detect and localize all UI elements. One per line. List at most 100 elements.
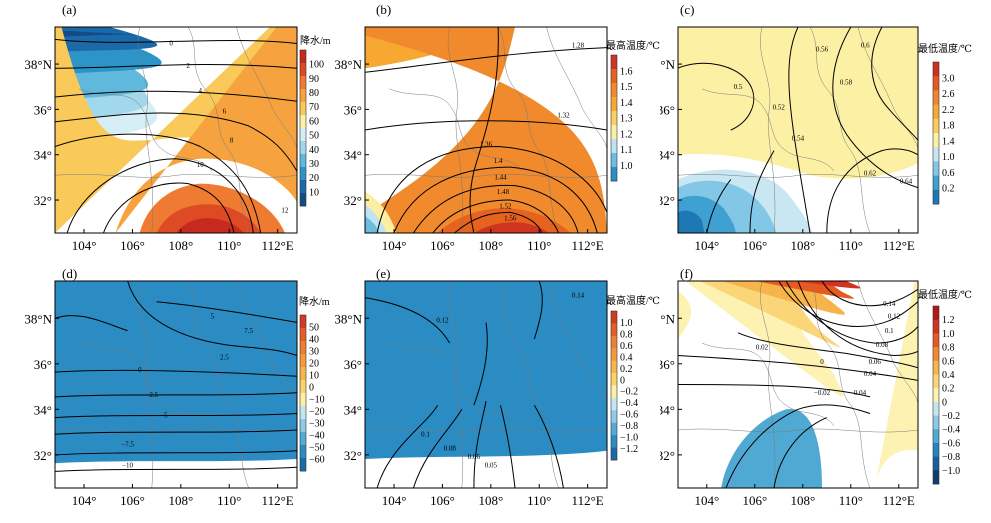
contour-label: 0.1 — [885, 327, 894, 335]
map-e: 0.14 0.12 0.1 0.08 0.06 0.05 104° 106° 108° 110° 1… — [334, 280, 660, 508]
colorbar-swatch — [611, 111, 617, 126]
colorbar-title: 最高温度/℃ — [606, 39, 660, 52]
plot-frame — [677, 280, 919, 489]
panel-label: (a) — [62, 2, 77, 17]
colorbar-tick-label: 80 — [309, 88, 319, 99]
colorbar-tick-label: 10 — [309, 187, 319, 198]
province-border — [389, 88, 523, 172]
contour-label: 2 — [186, 62, 190, 70]
contour-line — [785, 281, 918, 344]
contour-label: 0.06 — [869, 358, 882, 366]
colorbar-tick-label: 20 — [309, 359, 319, 370]
y-tick-label: 38°N — [660, 311, 676, 326]
contour-line — [55, 133, 262, 233]
x-tick-label: 112°E — [572, 493, 604, 508]
colorbar-swatch — [933, 319, 939, 334]
contour-line — [871, 27, 918, 141]
x-tick-label: 112°E — [883, 493, 915, 508]
contour-label: 0.58 — [840, 79, 853, 87]
colorbar-swatch — [300, 406, 306, 420]
contour-line — [55, 315, 128, 332]
x-tick-label: 112°E — [262, 238, 294, 253]
province-border — [79, 88, 213, 172]
field-layer: 0.5 0.52 0.54 0.56 0.58 0.6 0.62 0.64 — [678, 27, 918, 233]
colorbar-tick-label: −0.6 — [942, 438, 960, 449]
province-border — [79, 342, 213, 427]
colorbar-tick-label: 1.4 — [942, 136, 955, 147]
colorbar-frame — [610, 310, 618, 461]
panel-b: (b) 1.28 1.32 1.36 1.4 1.44 1.48 1.52 1.56 104° 1… — [330, 0, 660, 262]
colorbar-tick-label: 20 — [309, 173, 319, 184]
colorbar-tick-label: −0.4 — [942, 425, 960, 436]
y-tick-label: 32° — [344, 448, 362, 463]
panel-label: (f) — [680, 266, 693, 281]
colorbar-tick-label: 1.1 — [620, 145, 633, 156]
x-tick-label: 108° — [790, 238, 815, 253]
y-tick-label: 34° — [344, 402, 362, 417]
map-d: 7.5 5 2.5 0 −2.5 −5 −7.5 −10 104° 106° 108° 110° 112… — [24, 280, 330, 508]
contour-line — [469, 27, 499, 233]
colorbar-swatch — [933, 456, 939, 471]
contour-line — [365, 297, 451, 344]
field-layer: 0.14 0.12 0.1 0.08 0.06 0.05 — [365, 281, 607, 488]
contour-label: −5 — [160, 412, 168, 420]
contour-label: 0.08 — [444, 445, 457, 453]
colorbar-swatch — [933, 104, 939, 120]
map-a: 0 2 4 6 8 10 12 104° 106° 108° 110° 112°E 38°N 36° 34°… — [24, 26, 330, 253]
contour-label: 0.54 — [792, 134, 805, 142]
colorbar-swatch — [300, 141, 306, 155]
contour-label: 7.5 — [244, 327, 253, 335]
province-border — [389, 342, 523, 427]
contour-line — [55, 450, 297, 456]
contour-line — [500, 405, 516, 488]
contour-line — [797, 281, 918, 357]
contour-label: −0.04 — [850, 389, 867, 397]
province-border — [546, 27, 607, 151]
province-border — [365, 174, 607, 178]
contour-label: 0.12 — [888, 312, 901, 320]
contour-line — [55, 429, 297, 435]
colorbar-swatch — [933, 118, 939, 134]
x-tick-label: 108° — [790, 493, 815, 508]
field-band — [678, 281, 854, 299]
field-layer: 7.5 5 2.5 0 −2.5 −5 −7.5 −10 — [55, 281, 297, 488]
province-border — [678, 174, 918, 178]
colorbar-swatch — [300, 180, 306, 194]
plot-frame — [364, 26, 608, 234]
colorbar-tick-label: −40 — [309, 431, 325, 442]
y-tick-label: 34° — [660, 148, 675, 163]
panel-d: (d) 7.5 5 2.5 0 −2.5 −5 −7.5 −10 104° 106° 108° 110… — [0, 262, 330, 523]
contour-label: 1.52 — [499, 202, 512, 210]
colorbar-swatch — [611, 153, 617, 168]
colorbar-swatch — [611, 410, 617, 424]
x-tick-label: 110° — [217, 493, 241, 508]
x-tick-label: 104° — [72, 238, 97, 253]
colorbar-tick-label: −10 — [309, 395, 325, 406]
province-border — [137, 281, 154, 488]
x-tick-label: 110° — [839, 238, 863, 253]
colorbar-tick-label: 50 — [309, 131, 319, 142]
y-tick-label: 34° — [34, 402, 52, 417]
plot-frame — [677, 26, 919, 234]
colorbar-title: 最高温度/℃ — [606, 294, 660, 307]
province-border — [809, 281, 871, 488]
colorbar-swatch — [300, 380, 306, 394]
contour-label: 1.4 — [494, 157, 503, 165]
contour-line — [821, 281, 918, 307]
colorbar-frame — [932, 305, 940, 485]
field-band — [55, 27, 158, 52]
province-border — [187, 281, 249, 488]
colorbar-tick-label: 60 — [309, 116, 319, 127]
contour-label: 0.08 — [876, 341, 889, 349]
colorbar-swatch — [300, 102, 306, 116]
colorbar-tick-label: 1.3 — [620, 114, 633, 125]
colorbar-swatch — [933, 76, 939, 91]
contour-line — [678, 384, 871, 398]
colorbar-swatch — [300, 445, 306, 459]
x-tick-label: 106° — [430, 238, 455, 253]
contour-label: 1.56 — [504, 215, 517, 223]
contour-label: −7.5 — [121, 441, 134, 449]
x-tick-label: 110° — [839, 493, 863, 508]
colorbar-swatch — [611, 139, 617, 154]
colorbar-tick-label: 0.8 — [620, 329, 633, 340]
